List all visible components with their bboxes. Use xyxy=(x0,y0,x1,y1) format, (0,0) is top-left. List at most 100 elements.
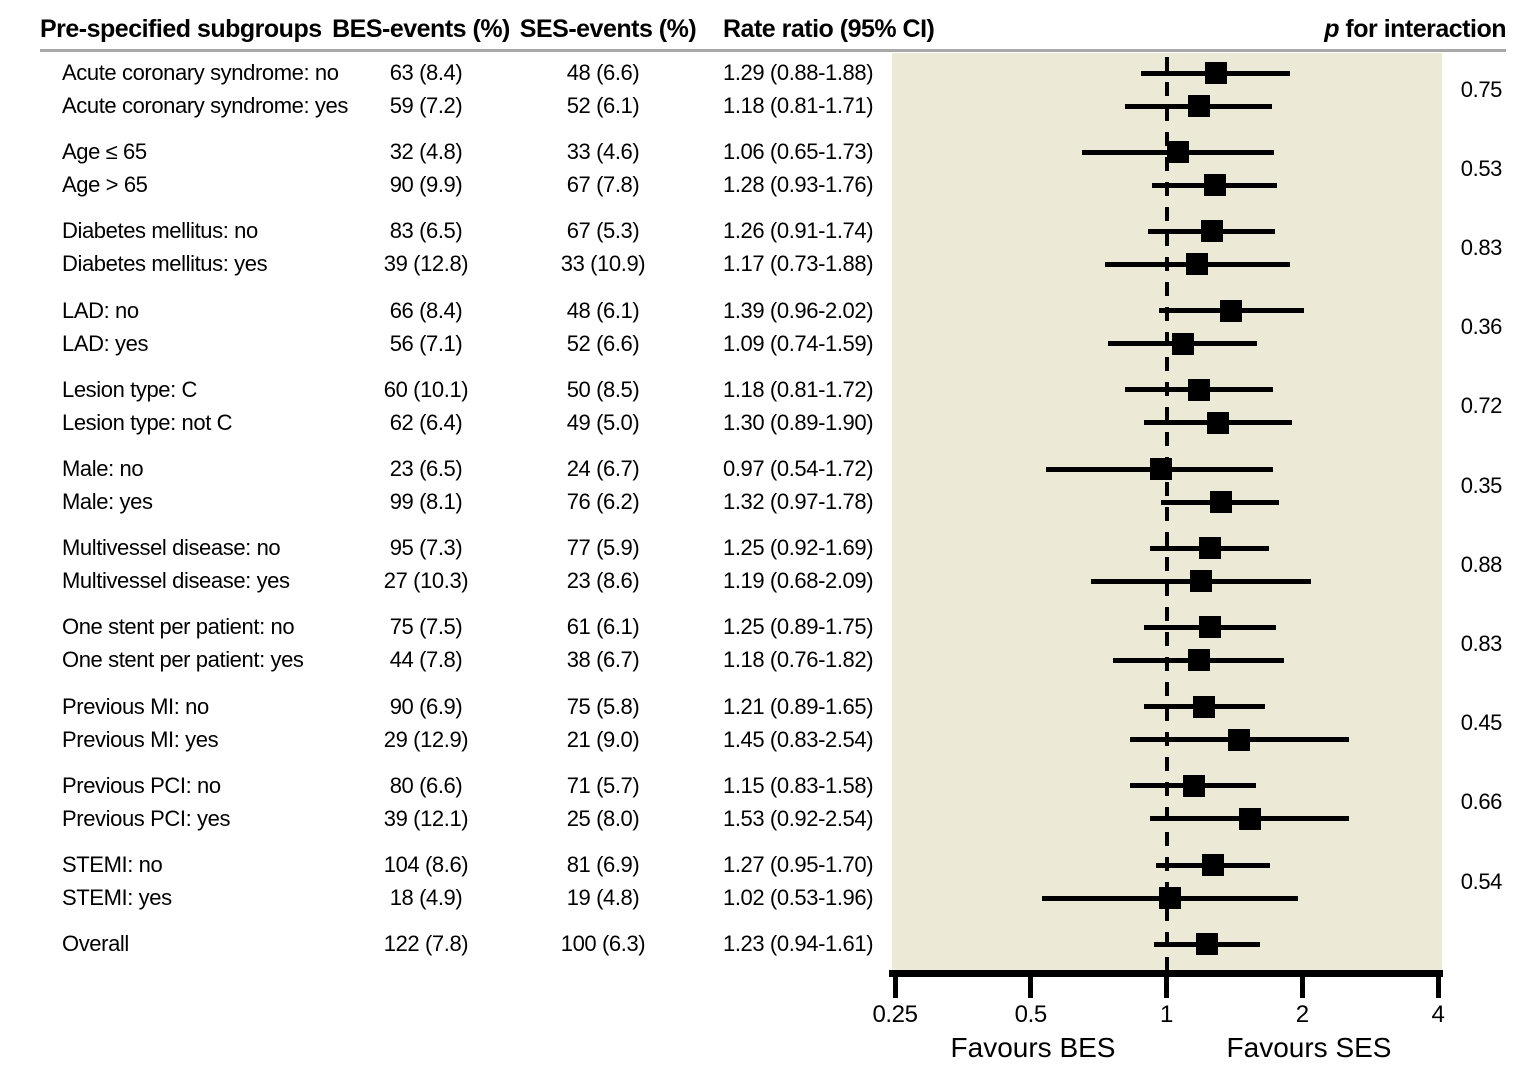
rate-ratio-value: 1.30 (0.89-1.90) xyxy=(723,409,874,435)
bes-value: 90 (9.9) xyxy=(389,172,463,198)
rr-marker xyxy=(1219,299,1242,322)
rate-ratio-value: 1.02 (0.53-1.96) xyxy=(723,885,874,910)
axis-tick-label: 0.5 xyxy=(1014,1001,1048,1028)
p-interaction-value: 0.35 xyxy=(1460,472,1503,498)
bes-value: 63 (8.4) xyxy=(389,60,463,85)
rate-ratio-value: 1.09 (0.74-1.59) xyxy=(723,330,874,356)
axis-tick xyxy=(1299,970,1305,998)
rr-marker xyxy=(1186,253,1209,276)
bes-value: 39 (12.1) xyxy=(383,805,469,831)
rr-marker xyxy=(1192,695,1215,718)
rr-marker xyxy=(1209,491,1232,513)
reference-line-rr-1 xyxy=(1165,57,1169,970)
axis-tick xyxy=(1164,970,1169,998)
rr-marker xyxy=(1182,774,1205,797)
ses-value: 21 (9.0) xyxy=(566,726,640,752)
axis-tick-label: 0.25 xyxy=(872,1001,918,1028)
ses-value: 48 (6.1) xyxy=(566,297,640,323)
ses-value: 52 (6.1) xyxy=(566,93,640,118)
p-interaction-value: 0.83 xyxy=(1460,630,1503,656)
header-rule xyxy=(40,49,1506,52)
rr-marker xyxy=(1149,458,1172,480)
subgroup-label: Previous PCI: yes xyxy=(62,805,231,831)
rr-marker xyxy=(1206,411,1229,434)
p-interaction-value: 0.36 xyxy=(1460,314,1503,340)
column-header-rate-ratio: Rate ratio (95% CI) xyxy=(723,15,935,43)
bes-value: 66 (8.4) xyxy=(389,297,463,323)
rr-marker xyxy=(1202,854,1225,876)
subgroup-label: Previous MI: no xyxy=(62,693,209,719)
bes-value: 80 (6.6) xyxy=(389,772,463,798)
subgroup-label: Male: yes xyxy=(62,489,153,514)
p-interaction-value: 0.54 xyxy=(1460,868,1503,894)
rate-ratio-value: 0.97 (0.54-1.72) xyxy=(723,456,874,481)
p-interaction-value: 0.83 xyxy=(1460,234,1503,260)
subgroup-label: LAD: no xyxy=(62,297,139,323)
bes-value: 122 (7.8) xyxy=(383,931,469,956)
rate-ratio-value: 1.25 (0.92-1.69) xyxy=(723,535,874,561)
axis-tick-label: 2 xyxy=(1295,1001,1309,1028)
ses-value: 25 (8.0) xyxy=(566,805,640,831)
rate-ratio-value: 1.15 (0.83-1.58) xyxy=(723,772,874,798)
rate-ratio-value: 1.23 (0.94-1.61) xyxy=(723,931,874,956)
bes-value: 104 (8.6) xyxy=(383,852,469,877)
ses-value: 50 (8.5) xyxy=(566,376,640,402)
ses-value: 67 (7.8) xyxy=(566,172,640,198)
subgroup-label: Overall xyxy=(62,931,129,956)
ses-value: 38 (6.7) xyxy=(566,647,640,673)
p-interaction-text: for interaction xyxy=(1338,15,1506,43)
subgroup-label: Previous MI: yes xyxy=(62,726,219,752)
ses-value: 77 (5.9) xyxy=(566,535,640,561)
rr-marker xyxy=(1199,616,1222,639)
p-interaction-value: 0.72 xyxy=(1460,393,1503,419)
bes-value: 18 (4.9) xyxy=(389,885,463,910)
rr-marker xyxy=(1166,141,1189,164)
subgroup-label: Age > 65 xyxy=(62,172,148,198)
axis-tick xyxy=(1435,970,1441,998)
bes-value: 95 (7.3) xyxy=(389,535,463,561)
ses-value: 67 (5.3) xyxy=(566,218,640,244)
rr-marker xyxy=(1159,887,1182,909)
rr-marker xyxy=(1172,332,1195,355)
p-interaction-value: 0.45 xyxy=(1460,710,1503,736)
rr-marker xyxy=(1187,95,1210,117)
p-interaction-value: 0.88 xyxy=(1460,551,1503,577)
favours-ses-label: Favours SES xyxy=(1226,1032,1392,1063)
column-header-p-interaction: p for interaction xyxy=(1246,10,1506,48)
subgroup-label: Acute coronary syndrome: no xyxy=(62,60,339,85)
rate-ratio-value: 1.19 (0.68-2.09) xyxy=(723,568,874,594)
ses-value: 19 (4.8) xyxy=(566,885,640,910)
ses-value: 49 (5.0) xyxy=(566,409,640,435)
rate-ratio-value: 1.32 (0.97-1.78) xyxy=(723,489,874,514)
subgroup-label: Male: no xyxy=(62,456,144,481)
rate-ratio-value: 1.18 (0.81-1.72) xyxy=(723,376,874,402)
subgroup-label: One stent per patient: yes xyxy=(62,647,304,673)
bes-value: 83 (6.5) xyxy=(389,218,463,244)
ses-value: 76 (6.2) xyxy=(566,489,640,514)
rate-ratio-value: 1.18 (0.76-1.82) xyxy=(723,647,874,673)
bes-value: 27 (10.3) xyxy=(383,568,469,594)
bes-value: 29 (12.9) xyxy=(383,726,469,752)
rate-ratio-value: 1.17 (0.73-1.88) xyxy=(723,251,874,277)
rate-ratio-value: 1.21 (0.89-1.65) xyxy=(723,693,874,719)
rate-ratio-value: 1.45 (0.83-2.54) xyxy=(723,726,874,752)
subgroup-label: Acute coronary syndrome: yes xyxy=(62,93,348,118)
bes-value: 32 (4.8) xyxy=(389,139,463,165)
rr-marker xyxy=(1187,378,1210,401)
rr-marker xyxy=(1238,807,1261,830)
ses-value: 48 (6.6) xyxy=(566,60,640,85)
subgroup-label: Age ≤ 65 xyxy=(62,139,147,165)
subgroup-label: Diabetes mellitus: yes xyxy=(62,251,268,277)
rate-ratio-value: 1.28 (0.93-1.76) xyxy=(723,172,874,198)
p-interaction-value: 0.53 xyxy=(1460,155,1503,181)
bes-value: 99 (8.1) xyxy=(389,489,463,514)
subgroup-label: STEMI: yes xyxy=(62,885,172,910)
ses-value: 24 (6.7) xyxy=(566,456,640,481)
subgroup-label: Multivessel disease: yes xyxy=(62,568,290,594)
subgroup-label: Diabetes mellitus: no xyxy=(62,218,258,244)
subgroup-label: Previous PCI: no xyxy=(62,772,221,798)
rr-marker xyxy=(1199,537,1222,560)
bes-value: 56 (7.1) xyxy=(389,330,463,356)
rr-marker xyxy=(1200,220,1223,243)
